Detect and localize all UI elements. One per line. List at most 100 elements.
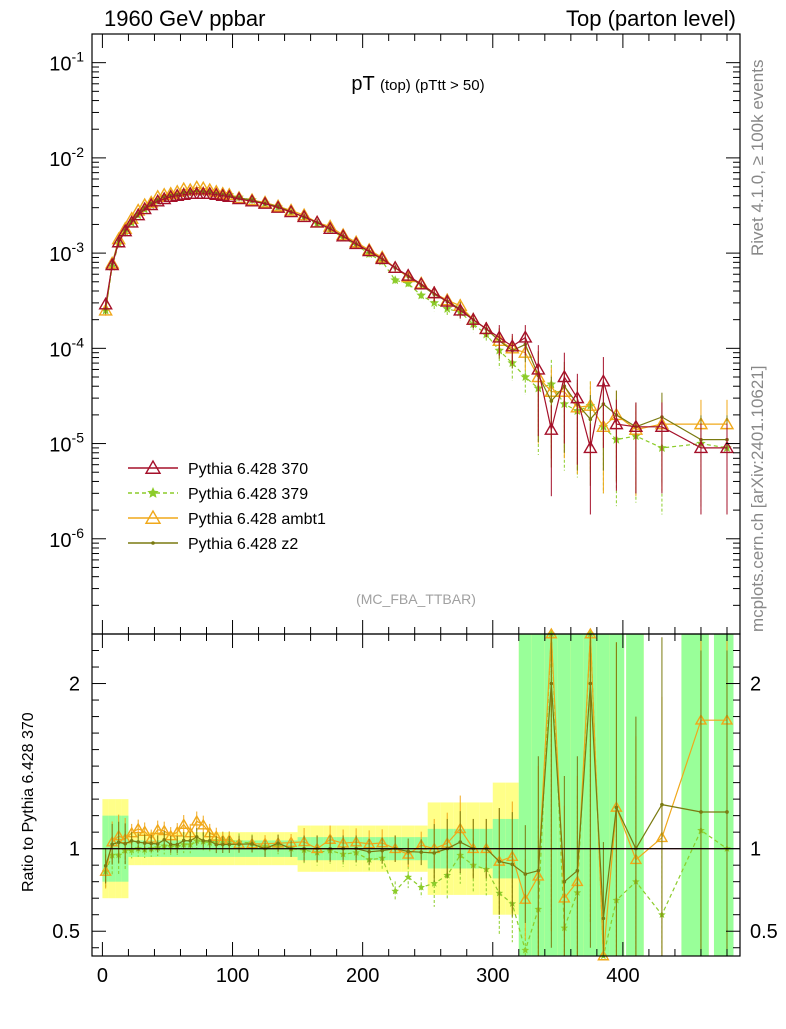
- data-point-marker: [171, 825, 184, 837]
- data-point-marker: [150, 193, 165, 207]
- data-point-marker: [215, 186, 230, 199]
- x-tick-label: 200: [346, 965, 379, 987]
- y-tick-label: 10-3: [49, 239, 84, 266]
- data-point-marker: [523, 872, 528, 876]
- data-point-marker: [155, 842, 160, 846]
- data-point-marker: [419, 850, 424, 854]
- data-point-marker: [614, 805, 619, 810]
- y-tick-label: 10-1: [49, 49, 84, 76]
- data-point-marker: [137, 201, 152, 215]
- ratio-y-axis: 0.5 0.5 1 1 2 2: [52, 650, 778, 949]
- data-point-marker: [116, 840, 121, 845]
- ratio-y-tick-label: 0.5: [52, 921, 80, 943]
- data-point-marker: [181, 838, 186, 843]
- data-point-marker: [207, 839, 212, 843]
- data-point-marker: [404, 873, 412, 881]
- ratio-y-tick-label: 1: [69, 839, 80, 861]
- analysis-tag: (MC_FBA_TTBAR): [356, 591, 476, 607]
- data-point-marker: [520, 372, 531, 381]
- legend-label: Pythia 6.428 370: [188, 461, 308, 478]
- data-point-marker: [309, 215, 325, 228]
- data-point-marker: [276, 841, 280, 845]
- data-point-marker: [521, 946, 530, 954]
- y-tick-label: 10-6: [49, 525, 84, 552]
- ratio-plot: [92, 627, 740, 961]
- data-point-marker: [188, 839, 193, 843]
- data-point-marker: [374, 251, 390, 265]
- legend-entry: Pythia 6.428 ambt1: [128, 509, 326, 528]
- data-point-marker: [110, 842, 114, 847]
- data-point-marker: [98, 296, 113, 310]
- data-point-marker: [588, 681, 593, 686]
- data-point-marker: [544, 422, 559, 435]
- data-point-marker: [693, 440, 709, 454]
- band-inner-segment: [626, 634, 644, 956]
- data-point-marker: [597, 949, 610, 961]
- data-point-marker: [127, 846, 136, 854]
- data-point-marker: [222, 189, 237, 203]
- data-point-marker: [222, 187, 237, 200]
- process-label: Top (parton level): [566, 6, 736, 31]
- data-point-marker: [367, 850, 371, 854]
- data-point-marker: [453, 303, 468, 316]
- data-point-marker: [380, 848, 384, 853]
- series-p370: [98, 186, 735, 515]
- data-point-marker: [505, 338, 520, 352]
- data-point-marker: [177, 818, 190, 829]
- data-point-marker: [209, 187, 224, 200]
- data-point-marker: [479, 321, 494, 335]
- data-point-marker: [144, 459, 162, 474]
- data-point-marker: [215, 188, 230, 201]
- data-point-marker: [131, 822, 145, 834]
- x-tick-label: 100: [216, 965, 249, 987]
- data-point-marker: [214, 842, 219, 847]
- data-point-marker: [194, 835, 199, 839]
- data-point-marker: [387, 260, 403, 274]
- data-point-marker: [361, 243, 377, 257]
- data-point-marker: [549, 681, 554, 686]
- data-point-marker: [197, 818, 210, 830]
- data-point-marker: [628, 419, 644, 432]
- legend-label: Pythia 6.428 ambt1: [188, 511, 326, 528]
- ratio-y-tick-label-right: 2: [750, 674, 761, 696]
- data-point-marker: [654, 419, 670, 432]
- ratio-y-tick-label: 2: [69, 674, 80, 696]
- data-point-marker: [202, 186, 217, 199]
- data-point-marker: [136, 840, 140, 844]
- ratio-line: [105, 633, 727, 957]
- data-point-marker: [609, 416, 624, 430]
- data-point-marker: [549, 399, 554, 403]
- series-line: [105, 190, 727, 441]
- data-point-marker: [111, 234, 126, 248]
- data-point-marker: [391, 887, 399, 895]
- data-point-marker: [390, 275, 400, 285]
- data-point-marker: [466, 312, 481, 325]
- data-point-marker: [403, 278, 413, 288]
- data-point-marker: [147, 487, 159, 498]
- data-point-marker: [142, 841, 147, 845]
- series-z2: [103, 188, 729, 507]
- data-point-marker: [149, 841, 154, 846]
- data-point-marker: [335, 228, 351, 242]
- data-point-marker: [601, 916, 606, 921]
- data-point-marker: [660, 802, 664, 807]
- series-line: [105, 186, 727, 431]
- data-point-marker: [492, 330, 507, 343]
- data-point-marker: [244, 193, 260, 207]
- main-y-axis: 10-6 10-5 10-4 10-3 10-2 10-1: [49, 33, 740, 635]
- data-point-marker: [151, 823, 164, 835]
- data-point-marker: [257, 196, 273, 209]
- legend-label: Pythia 6.428 379: [188, 486, 308, 503]
- y-tick-label: 10-4: [49, 334, 84, 361]
- data-point-marker: [250, 842, 254, 846]
- band-inner-segment: [681, 634, 709, 956]
- data-point-marker: [231, 191, 247, 205]
- legend-entry: Pythia 6.428 370: [128, 459, 308, 478]
- y-tick-label: 10-5: [49, 430, 84, 457]
- data-point-marker: [144, 509, 162, 524]
- data-point-marker: [583, 440, 598, 454]
- x-tick-label: 0: [97, 965, 108, 987]
- data-point-marker: [201, 839, 206, 843]
